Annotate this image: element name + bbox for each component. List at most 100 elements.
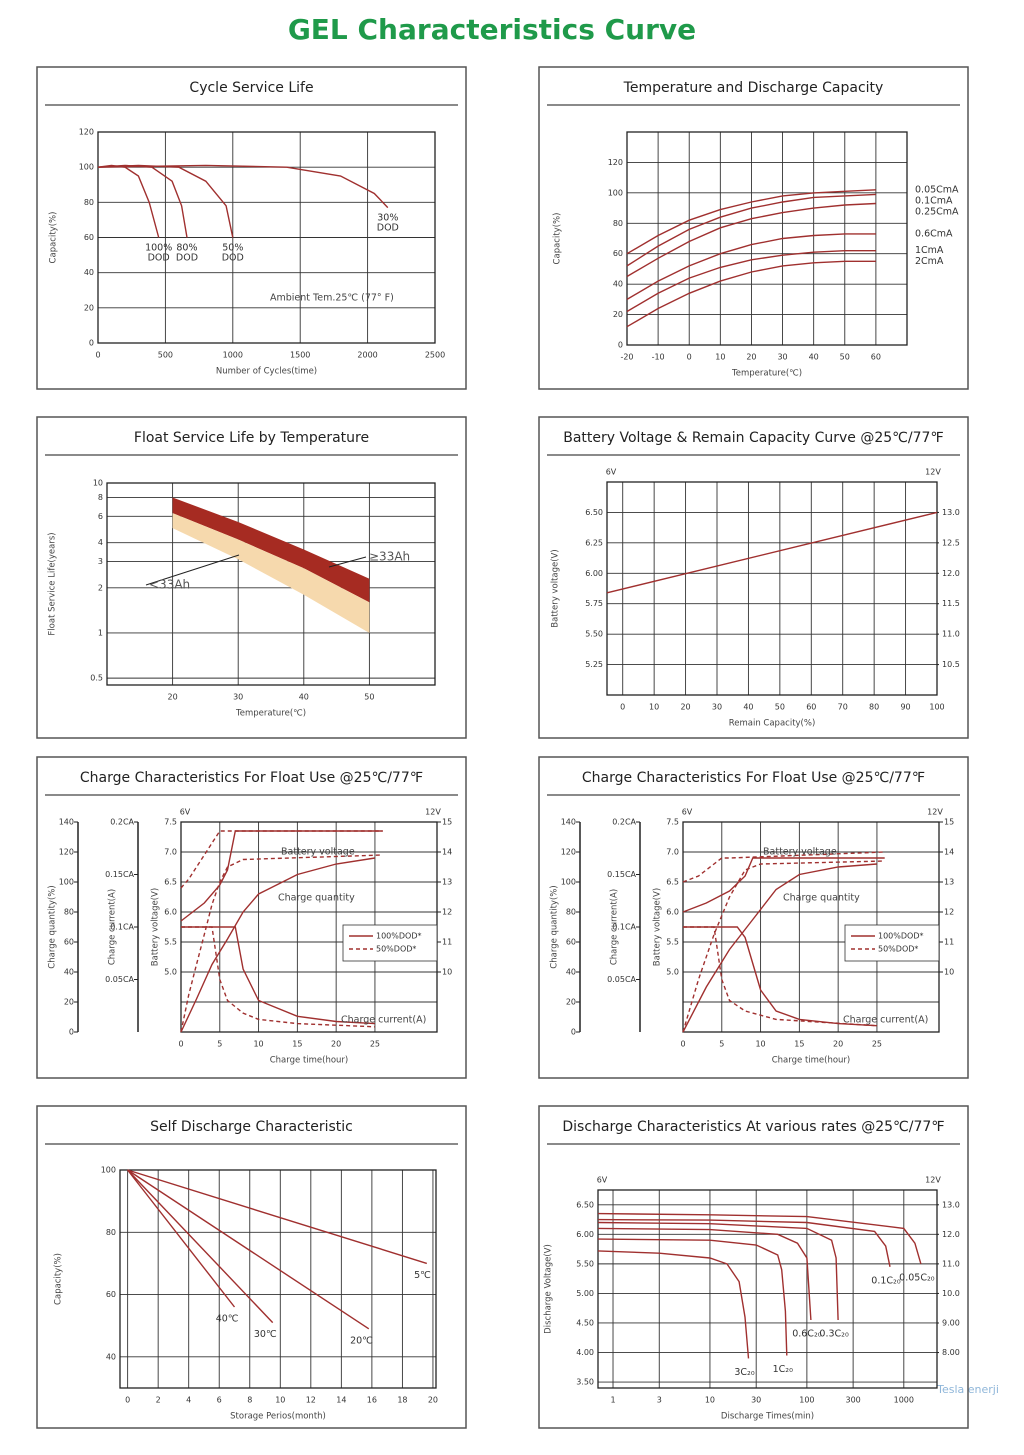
y-tick-label: 11 — [442, 938, 452, 947]
y-tick-label: 12.5 — [942, 538, 960, 547]
y-tick-label: 8 — [98, 493, 103, 502]
y-axis-label: Battery voltage(V) — [551, 549, 561, 627]
y-tick-label: 6.50 — [576, 1200, 594, 1209]
y-tick-label: 13 — [944, 878, 954, 887]
panel-title: Cycle Service Life — [189, 80, 313, 96]
panel-frame — [36, 416, 467, 739]
x-tick-label: 20 — [680, 703, 690, 712]
y-tick-label: 60 — [64, 938, 74, 947]
legend-label: 50%DOD* — [376, 945, 416, 954]
y-tick-label: 40 — [106, 1352, 116, 1361]
series-line — [682, 851, 885, 883]
series-line — [626, 193, 876, 267]
y-tick-label: 120 — [59, 848, 74, 857]
x-tick-label: 50 — [840, 353, 850, 362]
x-axis-label: Remain Capacity(%) — [729, 719, 816, 729]
legend-box — [342, 924, 438, 962]
y-tick-label: 20 — [64, 998, 74, 1007]
y-axis-label: Capacity(%) — [49, 212, 59, 264]
leader-line — [328, 556, 367, 568]
x-tick-label: 0 — [680, 1040, 685, 1049]
y-tick-label: 120 — [561, 848, 576, 857]
series-label: 0.1C₂₀ — [871, 1275, 901, 1286]
x-tick-label: 100 — [799, 1396, 814, 1405]
x-tick-label: 0 — [95, 351, 100, 360]
curve-label: Charge current(A) — [843, 1015, 928, 1026]
y-axis-label: Discharge Voltage(V) — [544, 1244, 554, 1334]
x-tick-label: 8 — [247, 1396, 252, 1405]
x-tick-label: 40 — [809, 353, 819, 362]
panel-frame — [36, 756, 467, 1079]
x-tick-label: 10 — [715, 353, 725, 362]
x-tick-label: 0 — [687, 353, 692, 362]
series-label: 0.1CmA — [915, 195, 953, 206]
x-tick-label: -10 — [652, 353, 665, 362]
panel-title: Discharge Characteristics At various rat… — [562, 1119, 944, 1135]
series-label: 0.05C₂₀ — [899, 1272, 935, 1283]
x-tick-label: 80 — [869, 703, 879, 712]
plot-frame — [606, 481, 938, 696]
series-label: 30℃ — [254, 1329, 277, 1340]
y-tick-label: 3.50 — [576, 1378, 594, 1387]
x-tick-label: 20 — [746, 353, 756, 362]
series-label: 80% DOD — [176, 242, 198, 263]
series-line — [626, 260, 876, 328]
y-tick-label: 0.05CA — [607, 975, 636, 984]
y-tick-label: 80 — [106, 1228, 116, 1237]
series-label: 0.6CmA — [915, 228, 953, 239]
y-tick-label: 1 — [98, 628, 103, 637]
x-tick-label: 100 — [929, 703, 944, 712]
x-tick-label: 0 — [125, 1396, 130, 1405]
y-tick-label: 4.00 — [576, 1348, 594, 1357]
leader-line — [145, 554, 240, 586]
y-axis-label: Charge current(A) — [610, 889, 620, 965]
y-tick-label: 4.50 — [576, 1318, 594, 1327]
y-tick-label: 11.0 — [942, 630, 960, 639]
y-tick-label: 15 — [442, 818, 452, 827]
y-tick-label: 7.5 — [666, 818, 679, 827]
band — [172, 513, 370, 633]
x-tick-label: 30 — [751, 1396, 761, 1405]
x-tick-label: 1 — [610, 1396, 615, 1405]
x-tick-label: 60 — [871, 353, 881, 362]
panel-title: Battery Voltage & Remain Capacity Curve … — [563, 430, 944, 446]
series-label: 1CmA — [915, 245, 944, 256]
series-label: 0.3C₂₀ — [819, 1329, 849, 1340]
curve-label: Battery voltage — [281, 847, 355, 858]
y-tick-label: 0.15CA — [607, 870, 636, 879]
x-tick-label: 15 — [794, 1040, 804, 1049]
curve-label: Charge quantity — [278, 893, 355, 904]
series-label: 1C₂₀ — [773, 1364, 793, 1375]
y-axis-label: Charge quantity(%) — [48, 885, 58, 968]
x-tick-label: 25 — [370, 1040, 380, 1049]
x-tick-label: 5 — [719, 1040, 724, 1049]
x-axis-label: Storage Perios(month) — [230, 1412, 326, 1422]
plot-frame — [106, 482, 436, 686]
page-title: GEL Characteristics Curve — [288, 13, 696, 46]
series-line — [626, 233, 876, 301]
y-tick-label: 5.75 — [585, 599, 603, 608]
series-line — [180, 857, 376, 1033]
panel-title: Charge Characteristics For Float Use @25… — [582, 770, 925, 786]
series-line — [127, 1169, 274, 1324]
y-tick-label: 0.1CA — [612, 923, 636, 932]
series-line — [682, 857, 885, 913]
series-line — [682, 863, 877, 1033]
y-tick-label: 20 — [84, 303, 94, 312]
series-line — [606, 511, 938, 594]
series-line — [626, 250, 876, 313]
y-tick-label: 6.0 — [666, 908, 679, 917]
y-tick-label: 5.25 — [585, 660, 603, 669]
y-tick-label: 5.5 — [164, 938, 177, 947]
curve-label: Charge current(A) — [341, 1015, 426, 1026]
y-tick-label: 7.0 — [666, 848, 679, 857]
x-tick-label: 6 — [217, 1396, 222, 1405]
y-tick-label: 6.50 — [585, 508, 603, 517]
y-tick-label: 40 — [84, 268, 94, 277]
y-tick-label: 80 — [613, 219, 623, 228]
axis-unit: 12V — [927, 808, 943, 817]
y-tick-label: 0 — [618, 341, 623, 350]
series-label: 50% DOD — [222, 242, 244, 263]
series-line — [682, 860, 885, 1033]
series-label: 0.05CmA — [915, 184, 959, 195]
